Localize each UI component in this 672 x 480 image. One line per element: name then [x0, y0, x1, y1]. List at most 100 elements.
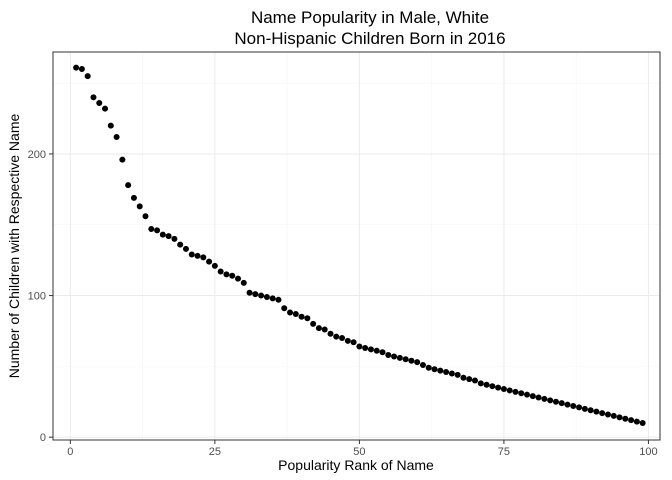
data-point	[564, 401, 571, 408]
data-point	[587, 407, 594, 414]
data-point	[466, 376, 473, 383]
data-point	[581, 405, 588, 412]
x-axis: 0 25 50 75 100	[67, 440, 658, 458]
data-point	[506, 387, 513, 394]
data-point	[541, 395, 548, 402]
chart-title-line-2: Non-Hispanic Children Born in 2016	[234, 29, 505, 48]
data-point	[217, 268, 224, 275]
data-point	[200, 254, 207, 261]
data-point	[639, 420, 646, 427]
data-point	[414, 359, 421, 366]
data-point	[628, 417, 635, 424]
data-point	[182, 245, 189, 252]
x-tick-label: 50	[353, 446, 365, 458]
data-point	[385, 352, 392, 359]
data-point	[275, 296, 282, 303]
data-point	[125, 182, 132, 189]
data-point	[350, 339, 357, 346]
data-point	[431, 366, 438, 373]
data-point	[483, 381, 490, 388]
data-point	[362, 344, 369, 351]
data-point	[448, 370, 455, 377]
data-point	[148, 226, 155, 233]
y-axis-title: Number of Children with Respective Name	[6, 114, 22, 379]
data-point	[547, 397, 554, 404]
data-points	[73, 64, 646, 427]
data-point	[234, 275, 241, 282]
data-point	[425, 364, 432, 371]
data-point	[419, 361, 426, 368]
data-point	[154, 227, 161, 234]
data-point	[495, 384, 502, 391]
x-tick-label: 100	[639, 446, 657, 458]
data-point	[576, 404, 583, 411]
data-point	[142, 213, 149, 220]
data-point	[84, 73, 91, 80]
x-axis-title: Popularity Rank of Name	[278, 457, 434, 473]
data-point	[633, 418, 640, 425]
data-point	[518, 390, 525, 397]
data-point	[194, 252, 201, 259]
data-point	[367, 346, 374, 353]
data-point	[281, 305, 288, 312]
data-point	[136, 203, 143, 210]
data-point	[477, 380, 484, 387]
data-point	[437, 367, 444, 374]
data-point	[263, 293, 270, 300]
data-point	[206, 258, 213, 265]
data-point	[356, 343, 363, 350]
data-point	[96, 99, 103, 106]
data-point	[246, 289, 253, 296]
data-point	[177, 241, 184, 248]
data-point	[616, 414, 623, 421]
data-point	[119, 156, 126, 163]
data-point	[512, 388, 519, 395]
data-point	[113, 133, 120, 140]
data-point	[593, 408, 600, 415]
chart-title-line-1: Name Popularity in Male, White	[251, 8, 489, 27]
y-axis: 0 100 200	[28, 149, 53, 444]
data-point	[188, 251, 195, 258]
data-point	[171, 235, 178, 242]
data-point	[344, 337, 351, 344]
data-point	[252, 291, 259, 298]
y-tick-label: 200	[28, 149, 46, 161]
data-point	[304, 315, 311, 322]
data-point	[287, 309, 294, 316]
data-point	[396, 354, 403, 361]
data-point	[610, 412, 617, 419]
panel-border	[52, 51, 661, 441]
x-tick-label: 0	[67, 446, 73, 458]
data-point	[130, 194, 137, 201]
data-point	[229, 272, 236, 279]
plot-panel	[52, 51, 661, 441]
data-point	[107, 122, 114, 129]
x-tick-label: 75	[498, 446, 510, 458]
data-point	[454, 371, 461, 378]
data-point	[524, 391, 531, 398]
data-point	[102, 105, 109, 112]
data-point	[321, 326, 328, 333]
y-tick-label: 100	[28, 291, 46, 303]
data-point	[402, 356, 409, 363]
data-point	[298, 313, 305, 320]
data-point	[460, 374, 467, 381]
data-point	[529, 393, 536, 400]
data-point	[443, 369, 450, 376]
data-point	[500, 386, 507, 393]
data-point	[258, 292, 265, 299]
data-point	[73, 64, 80, 71]
data-point	[78, 65, 85, 72]
data-point	[223, 271, 230, 278]
data-point	[489, 383, 496, 390]
data-point	[292, 310, 299, 317]
data-point	[472, 377, 479, 384]
data-point	[240, 279, 247, 286]
data-point	[327, 330, 334, 337]
data-point	[599, 410, 606, 417]
data-point	[211, 262, 218, 269]
data-point	[315, 325, 322, 332]
data-point	[570, 403, 577, 410]
grid-lines	[53, 52, 660, 440]
